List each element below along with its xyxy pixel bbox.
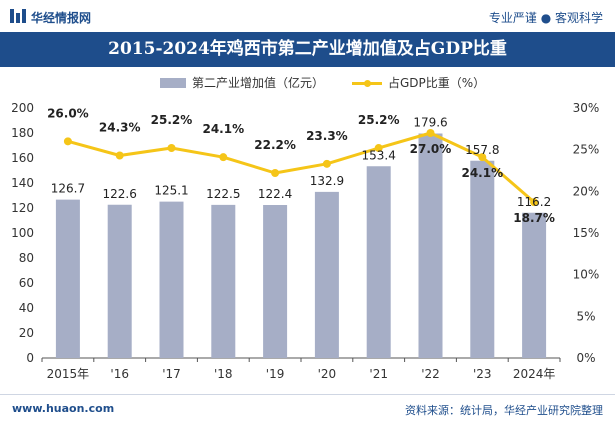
line-value-label: 25.2% <box>358 113 400 127</box>
footer-divider <box>0 394 615 395</box>
line-series <box>63 129 539 207</box>
y-right-tick-label: 20% <box>573 184 600 198</box>
bar-value-label: 157.8 <box>465 143 499 157</box>
legend-line-swatch <box>352 78 382 88</box>
bar <box>263 205 288 358</box>
x-tick-label: '20 <box>318 367 337 381</box>
y-left-tick-label: 200 <box>11 101 34 115</box>
brand-name: 华经情报网 <box>31 11 92 25</box>
y-left-tick-label: 120 <box>11 201 34 215</box>
bar <box>522 212 547 358</box>
data-labels: 126.7 122.6 125.1 122.5 122.4 132.9 153.4 179.6… <box>47 106 555 225</box>
line-value-label: 27.0% <box>410 142 452 156</box>
bar <box>55 199 80 358</box>
y-left-tick-label: 80 <box>19 251 34 265</box>
bar-value-label: 179.6 <box>413 116 447 130</box>
x-tick-label: '23 <box>473 367 492 381</box>
x-tick-label: 2015年 <box>47 367 90 381</box>
bar-value-label: 116.2 <box>517 195 551 209</box>
y-right-tick-label: 5% <box>576 309 595 323</box>
bar-value-label: 126.7 <box>51 182 85 196</box>
line-point <box>63 137 72 146</box>
x-tick-label: '17 <box>162 367 181 381</box>
line-point <box>530 198 539 207</box>
x-tick-label: '16 <box>110 367 129 381</box>
y-right-tick-label: 25% <box>573 143 600 157</box>
y-right-tick-label: 0% <box>576 351 595 365</box>
bar-series <box>55 133 547 358</box>
line-value-label: 24.1% <box>202 122 244 136</box>
bar <box>211 204 236 358</box>
footer-website: www.huaon.com <box>12 402 115 415</box>
x-tick-label: '18 <box>214 367 233 381</box>
chart-legend: 第二产业增加值（亿元） 占GDP比重（%） <box>0 74 615 92</box>
y-right-tick-label: 30% <box>573 101 600 115</box>
bar-value-label: 132.9 <box>310 174 344 188</box>
y-left-tick-label: 180 <box>11 126 34 140</box>
legend-item-line: 占GDP比重（%） <box>352 74 485 91</box>
bar <box>314 191 339 358</box>
y-right-tick-label: 10% <box>573 268 600 282</box>
y-left-tick-label: 160 <box>11 151 34 165</box>
bar <box>159 201 184 358</box>
legend-bar-swatch <box>160 77 186 88</box>
x-tick-label: '21 <box>369 367 388 381</box>
chart-title: 2015-2024年鸡西市第二产业增加值及占GDP比重 <box>0 32 615 67</box>
bar-value-label: 122.6 <box>103 187 137 201</box>
line-value-label: 26.0% <box>47 106 89 120</box>
bar <box>470 160 495 358</box>
line-point <box>115 151 124 160</box>
line-value-label: 22.2% <box>254 138 296 152</box>
y-left-tick-label: 0 <box>26 351 34 365</box>
line-point <box>219 153 228 162</box>
y-left-tick-label: 100 <box>11 226 34 240</box>
line-point <box>322 159 331 168</box>
line-point <box>167 144 176 152</box>
y-left-tick-label: 60 <box>19 276 34 290</box>
line-value-label: 25.2% <box>151 113 193 127</box>
x-tick-label: '19 <box>266 367 285 381</box>
line-value-label: 24.3% <box>99 121 141 135</box>
x-tick-label: 2024年 <box>513 367 556 381</box>
x-tick-label: '22 <box>421 367 440 381</box>
footer-source: 资料来源：统计局，华经产业研究院整理 <box>405 404 603 417</box>
y-left-tick-label: 140 <box>11 176 34 190</box>
bar <box>366 166 391 358</box>
brand-logo-icon <box>10 9 26 23</box>
line-value-label: 23.3% <box>306 129 348 143</box>
legend-item-bars: 第二产业增加值（亿元） <box>160 74 324 91</box>
line-value-label: 24.1% <box>461 166 503 180</box>
bar <box>418 133 443 358</box>
line-point <box>374 144 383 152</box>
line-point <box>426 129 435 137</box>
top-bar: 华经情报网 专业严谨 ● 客观科学 <box>0 0 615 32</box>
y-left-tick-label: 20 <box>19 326 34 340</box>
tagline: 专业严谨 ● 客观科学 <box>488 11 603 25</box>
line-value-label: 18.7% <box>513 211 555 225</box>
legend-label-bars: 第二产业增加值（亿元） <box>192 76 325 90</box>
bar-value-label: 153.4 <box>362 148 396 162</box>
y-left-tick-label: 40 <box>19 301 34 315</box>
line-point <box>478 153 487 162</box>
legend-label-line: 占GDP比重（%） <box>388 76 486 90</box>
y-right-tick-label: 15% <box>573 226 600 240</box>
line-point <box>271 169 280 177</box>
bar-value-label: 122.5 <box>206 187 240 201</box>
bar-value-label: 125.1 <box>154 184 188 198</box>
line-path <box>67 131 536 204</box>
bar <box>107 204 132 358</box>
bar-value-label: 122.4 <box>258 187 292 201</box>
chart-axes: 0 20 40 60 80 100 120 140 160 180 200 0% 5% 10% 15% 20%… <box>11 101 599 381</box>
